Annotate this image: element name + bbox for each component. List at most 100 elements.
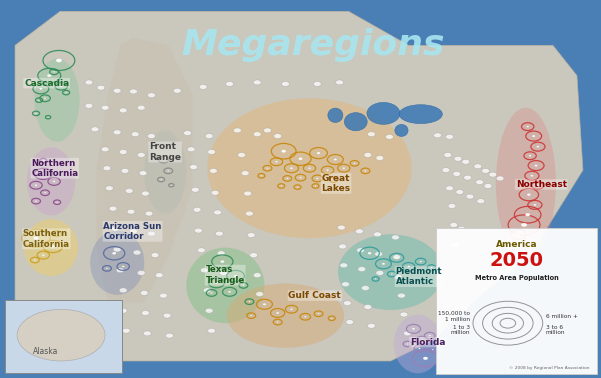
Circle shape bbox=[35, 113, 37, 114]
Circle shape bbox=[537, 184, 539, 186]
Circle shape bbox=[394, 274, 402, 279]
Circle shape bbox=[215, 282, 218, 284]
Circle shape bbox=[53, 181, 55, 182]
Circle shape bbox=[454, 156, 462, 161]
Circle shape bbox=[203, 288, 211, 293]
Circle shape bbox=[248, 232, 255, 237]
Polygon shape bbox=[15, 11, 583, 361]
Circle shape bbox=[218, 251, 225, 256]
Circle shape bbox=[482, 169, 489, 173]
Circle shape bbox=[106, 268, 108, 269]
Circle shape bbox=[101, 105, 109, 110]
Circle shape bbox=[133, 250, 141, 255]
Circle shape bbox=[190, 165, 197, 169]
Circle shape bbox=[137, 271, 145, 275]
Circle shape bbox=[521, 223, 527, 227]
Circle shape bbox=[249, 301, 250, 302]
Circle shape bbox=[160, 293, 167, 298]
Circle shape bbox=[162, 159, 165, 160]
Circle shape bbox=[91, 127, 99, 132]
Circle shape bbox=[376, 156, 383, 161]
Circle shape bbox=[251, 315, 252, 316]
Circle shape bbox=[60, 85, 63, 87]
Circle shape bbox=[197, 248, 206, 253]
Circle shape bbox=[171, 185, 172, 186]
Text: 6 million +: 6 million + bbox=[546, 314, 578, 319]
Circle shape bbox=[254, 132, 261, 137]
Circle shape bbox=[145, 211, 153, 216]
Circle shape bbox=[531, 175, 533, 177]
Text: Arizona Sun
Corridor: Arizona Sun Corridor bbox=[103, 222, 162, 241]
Circle shape bbox=[233, 128, 242, 133]
Circle shape bbox=[200, 268, 209, 273]
Ellipse shape bbox=[395, 124, 408, 136]
Circle shape bbox=[140, 290, 148, 296]
Circle shape bbox=[214, 210, 221, 215]
Circle shape bbox=[226, 82, 233, 87]
Circle shape bbox=[346, 319, 353, 324]
Circle shape bbox=[44, 192, 46, 193]
Circle shape bbox=[34, 237, 38, 240]
Circle shape bbox=[254, 80, 261, 85]
Circle shape bbox=[395, 257, 398, 259]
Circle shape bbox=[114, 247, 121, 252]
Circle shape bbox=[281, 150, 286, 153]
Circle shape bbox=[209, 169, 218, 173]
Circle shape bbox=[362, 286, 369, 290]
Text: America: America bbox=[496, 240, 538, 249]
Circle shape bbox=[304, 316, 307, 318]
Ellipse shape bbox=[328, 108, 343, 122]
Circle shape bbox=[335, 80, 343, 85]
Circle shape bbox=[47, 117, 49, 118]
Circle shape bbox=[127, 209, 135, 214]
Circle shape bbox=[137, 153, 145, 158]
Circle shape bbox=[287, 178, 288, 179]
Text: Southern
California: Southern California bbox=[23, 229, 70, 249]
Circle shape bbox=[144, 331, 151, 336]
Circle shape bbox=[148, 134, 155, 139]
Circle shape bbox=[358, 267, 365, 271]
Circle shape bbox=[452, 243, 460, 248]
Circle shape bbox=[290, 167, 293, 169]
Circle shape bbox=[192, 187, 200, 192]
Circle shape bbox=[103, 166, 111, 171]
Circle shape bbox=[458, 226, 465, 231]
Circle shape bbox=[142, 311, 149, 315]
Circle shape bbox=[85, 80, 93, 85]
Circle shape bbox=[356, 248, 364, 253]
Circle shape bbox=[246, 211, 254, 216]
Circle shape bbox=[299, 158, 302, 160]
Circle shape bbox=[41, 173, 45, 175]
Circle shape bbox=[123, 328, 130, 333]
Text: Metro Area Population: Metro Area Population bbox=[475, 275, 559, 281]
Circle shape bbox=[208, 328, 215, 333]
Circle shape bbox=[244, 191, 251, 196]
Circle shape bbox=[238, 153, 246, 158]
Circle shape bbox=[212, 191, 219, 195]
Ellipse shape bbox=[344, 113, 367, 131]
Circle shape bbox=[341, 282, 350, 287]
Circle shape bbox=[125, 189, 133, 194]
Circle shape bbox=[404, 331, 411, 336]
Circle shape bbox=[117, 268, 124, 273]
Circle shape bbox=[318, 313, 319, 314]
Circle shape bbox=[56, 233, 58, 234]
Text: Northern
California: Northern California bbox=[31, 158, 78, 178]
Circle shape bbox=[38, 100, 40, 101]
Circle shape bbox=[267, 168, 268, 169]
Circle shape bbox=[290, 308, 293, 310]
FancyBboxPatch shape bbox=[436, 228, 597, 374]
Circle shape bbox=[466, 194, 474, 199]
Text: Great
Lakes: Great Lakes bbox=[322, 174, 350, 193]
Circle shape bbox=[137, 105, 145, 110]
Circle shape bbox=[205, 308, 213, 313]
Circle shape bbox=[261, 175, 262, 176]
Circle shape bbox=[368, 132, 375, 137]
Circle shape bbox=[131, 132, 139, 137]
Circle shape bbox=[418, 348, 421, 349]
Circle shape bbox=[263, 128, 272, 133]
Circle shape bbox=[314, 82, 322, 87]
Circle shape bbox=[35, 184, 37, 186]
Ellipse shape bbox=[207, 98, 412, 238]
Circle shape bbox=[274, 134, 282, 139]
